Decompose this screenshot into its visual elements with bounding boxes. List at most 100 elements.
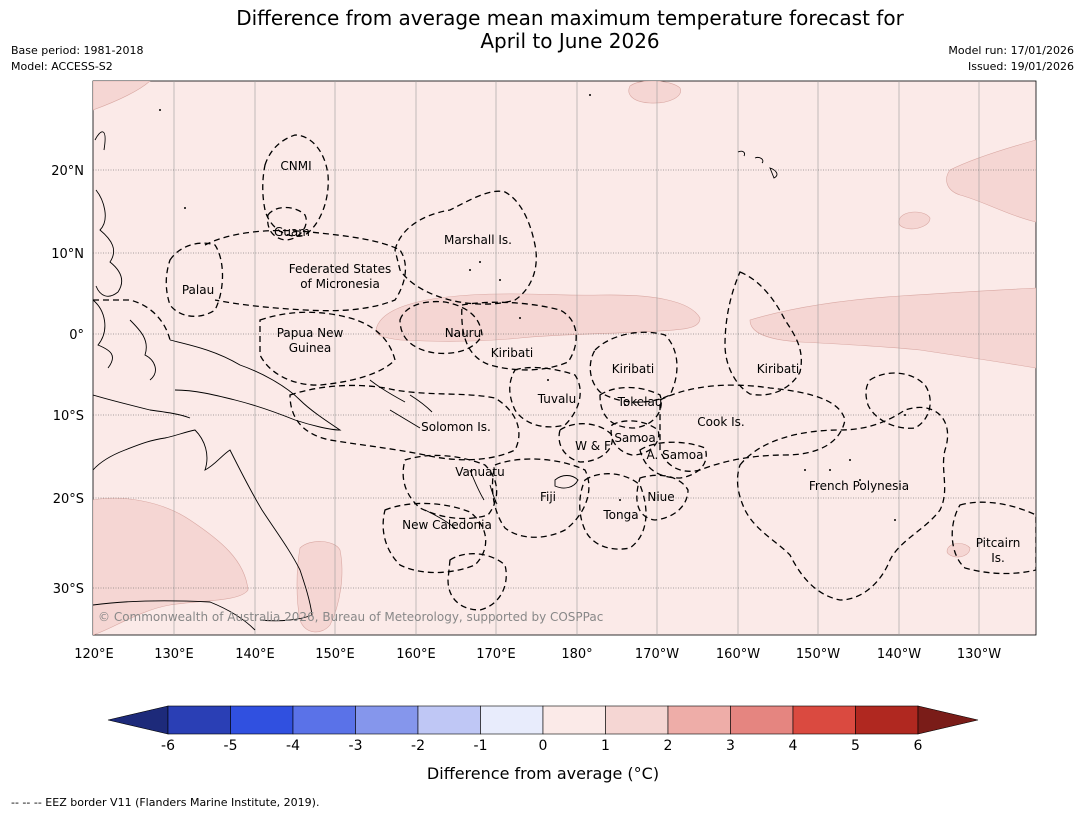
eez-png bbox=[259, 311, 396, 386]
title-line-2: April to June 2026 bbox=[480, 29, 660, 53]
colorbar-extend-low bbox=[107, 705, 169, 735]
lat-label: 0° bbox=[69, 328, 84, 343]
eez-footnote: -- -- -- EEZ border V11 (Flanders Marine… bbox=[11, 796, 320, 809]
region-labels: CNMI Guam Marshall Is. Palau Federated S… bbox=[182, 159, 1020, 565]
eez-american-samoa bbox=[639, 441, 707, 479]
eez-samoa bbox=[610, 420, 660, 456]
eez-tuvalu bbox=[509, 366, 581, 428]
lat-label: 20°S bbox=[53, 492, 84, 507]
anomaly-region-pitcairn bbox=[946, 543, 971, 558]
base-period: Base period: 1981-2018 bbox=[11, 44, 144, 57]
lat-label: 10°S bbox=[53, 409, 84, 424]
model-run: Model run: 17/01/2026 bbox=[948, 44, 1074, 57]
eez-kiribati-gilbert bbox=[461, 301, 577, 371]
coast-vanuatu bbox=[469, 469, 498, 505]
label-tokelau: Tokelau bbox=[617, 395, 663, 409]
label-french-polynesia: French Polynesia bbox=[809, 479, 909, 493]
colorbar-segment bbox=[480, 705, 544, 735]
colorbar-tick-label: 0 bbox=[539, 738, 548, 754]
colorbar-segment bbox=[167, 705, 231, 735]
label-new-caledonia: New Caledonia bbox=[402, 518, 492, 532]
lon-label: 150°E bbox=[315, 647, 355, 662]
eez-tokelau bbox=[599, 386, 662, 429]
label-fiji: Fiji bbox=[540, 490, 556, 504]
colorbar-tick-label: -4 bbox=[286, 738, 300, 754]
issued-date: Issued: 19/01/2026 bbox=[967, 60, 1074, 73]
eez-palau bbox=[165, 242, 224, 317]
colorbar-segment bbox=[855, 705, 919, 735]
colorbar-segment bbox=[667, 705, 731, 735]
coast-philippines bbox=[94, 131, 123, 297]
lon-label: 120°E bbox=[74, 647, 114, 662]
colorbar-tick-label: -6 bbox=[161, 738, 175, 754]
colorbar-segment bbox=[730, 705, 794, 735]
label-niue: Niue bbox=[647, 490, 674, 504]
map-background bbox=[92, 80, 1037, 636]
colorbar-extend-high bbox=[917, 705, 979, 735]
lon-label: 180° bbox=[561, 647, 592, 662]
label-tonga: Tonga bbox=[602, 508, 638, 522]
colorbar-tick-label: 5 bbox=[851, 738, 860, 754]
graticule bbox=[173, 81, 980, 635]
coast-australia-north bbox=[93, 429, 313, 631]
anomaly-region-east-band bbox=[749, 287, 1036, 369]
lon-label: 160°E bbox=[396, 647, 436, 662]
lon-label: 140°E bbox=[235, 647, 275, 662]
eez-marshall bbox=[394, 190, 537, 305]
eez-french-polynesia bbox=[736, 406, 949, 601]
eez-vanuatu bbox=[402, 454, 498, 520]
coast-new-caledonia bbox=[424, 509, 456, 529]
label-vanuatu: Vanuatu bbox=[455, 465, 505, 479]
map-title: Difference from average mean maximum tem… bbox=[0, 7, 1085, 53]
label-micronesia-2: of Micronesia bbox=[300, 277, 380, 291]
label-marshall: Marshall Is. bbox=[444, 233, 512, 247]
lon-label: 160°W bbox=[716, 647, 760, 662]
colorbar-segment bbox=[605, 705, 669, 735]
eez-fiji bbox=[491, 458, 590, 538]
longitude-labels: 120°E 130°E 140°E 150°E 160°E 170°E 180°… bbox=[74, 647, 1001, 662]
model-name: Model: ACCESS-S2 bbox=[11, 60, 113, 73]
colorbar: -6 -5 -4 -3 -2 -1 0 1 2 3 4 5 6 bbox=[107, 705, 979, 754]
lon-label: 170°E bbox=[476, 647, 516, 662]
label-wallis-futuna: W & F bbox=[575, 439, 611, 453]
colorbar-segment bbox=[292, 705, 356, 735]
colorbar-segment bbox=[355, 705, 419, 735]
label-cnmi: CNMI bbox=[280, 159, 311, 173]
colorbar-tick-label: -5 bbox=[224, 738, 238, 754]
lat-label: 10°N bbox=[51, 247, 84, 262]
meta-left: Base period: 1981-2018 Model: ACCESS-S2 bbox=[11, 43, 143, 75]
label-pitcairn-1: Pitcairn bbox=[976, 536, 1021, 550]
eez-borders bbox=[93, 134, 1036, 611]
colorbar-tick-label: 1 bbox=[601, 738, 610, 754]
label-palau: Palau bbox=[182, 283, 214, 297]
colorbar-segment bbox=[792, 705, 856, 735]
colorbar-segment bbox=[417, 705, 481, 735]
colorbar-label: Difference from average (°C) bbox=[427, 764, 659, 783]
anomaly-region-nw-corner bbox=[93, 81, 151, 111]
label-png-2: Guinea bbox=[289, 341, 332, 355]
eez-pitcairn bbox=[951, 501, 1036, 575]
label-cook: Cook Is. bbox=[697, 415, 744, 429]
colorbar-segment bbox=[230, 705, 294, 735]
label-kiribati-line: Kiribati bbox=[757, 362, 799, 376]
coast-hawaii bbox=[737, 150, 778, 179]
colorbar-segment bbox=[542, 705, 606, 735]
label-samoa: Samoa bbox=[614, 431, 655, 445]
copyright-notice: © Commonwealth of Australia 2026, Bureau… bbox=[98, 610, 603, 624]
label-tuvalu: Tuvalu bbox=[537, 392, 577, 406]
coastlines bbox=[93, 131, 778, 631]
colorbar-tick-label: -1 bbox=[474, 738, 488, 754]
eez-kiribati-phoenix bbox=[589, 331, 678, 403]
coast-fiji bbox=[554, 475, 579, 489]
lon-label: 130°W bbox=[957, 647, 1001, 662]
lon-label: 140°W bbox=[877, 647, 921, 662]
eez-marquesas bbox=[865, 372, 931, 429]
label-png-1: Papua New bbox=[277, 326, 344, 340]
anomaly-region-coral-sea bbox=[296, 541, 343, 633]
eez-png-west bbox=[93, 299, 171, 341]
label-kiribati-phoenix: Kiribati bbox=[612, 362, 654, 376]
eez-guam bbox=[266, 206, 307, 241]
coast-timor bbox=[93, 394, 191, 419]
lat-label: 30°S bbox=[53, 582, 84, 597]
latitude-lines bbox=[93, 169, 1036, 589]
